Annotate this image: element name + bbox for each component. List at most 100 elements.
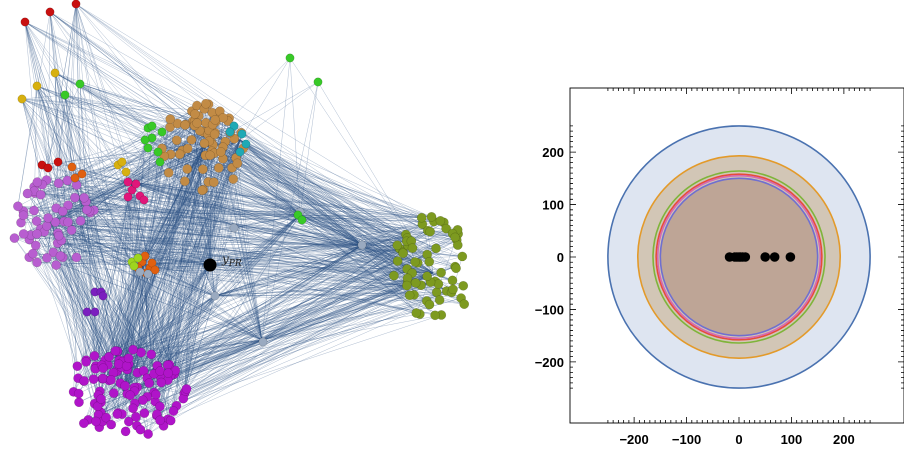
- network-node-magenta: [101, 412, 112, 423]
- network-node-ypr: [203, 258, 217, 272]
- network-node-olive: [450, 232, 460, 243]
- network-node-green: [155, 157, 165, 167]
- network-node-teal: [229, 121, 239, 131]
- network-node-green: [157, 127, 167, 137]
- node-label-ypr: yPR: [221, 252, 242, 269]
- network-node-magenta: [89, 350, 100, 361]
- network-node-brown: [201, 98, 211, 109]
- radius-circle-4: [656, 174, 822, 340]
- network-node-red: [43, 163, 53, 173]
- network-node-brown: [186, 134, 197, 145]
- network-node-olive: [448, 284, 458, 295]
- network-node-purple: [29, 205, 39, 216]
- data-point: [785, 252, 796, 262]
- network-node-olive: [451, 263, 461, 274]
- network-node-olive: [416, 212, 427, 223]
- network-node-gold: [50, 68, 60, 78]
- x-tick-label: −200: [619, 432, 648, 447]
- network-node-purple: [63, 200, 73, 211]
- network-node-magenta: [144, 378, 154, 388]
- network-node-magenta: [78, 418, 89, 429]
- network-node-olive: [431, 243, 441, 254]
- network-node-orange: [67, 162, 77, 172]
- network-node-purple: [55, 250, 66, 261]
- network-node-grey: [210, 291, 220, 301]
- network-node-pink: [139, 195, 149, 205]
- network-node-purple: [53, 230, 64, 241]
- network-node-brown: [192, 118, 202, 128]
- network-node-magenta: [91, 416, 101, 427]
- network-node-purple: [9, 233, 20, 243]
- network-node-brown: [216, 147, 226, 157]
- network-node-green: [285, 53, 295, 63]
- network-node-gold: [17, 94, 27, 104]
- network-node-purple: [31, 216, 42, 226]
- network-node-olive: [457, 251, 468, 262]
- network-node-magenta: [96, 394, 106, 404]
- network-node-olive: [433, 279, 444, 289]
- network-node-purple: [18, 210, 29, 221]
- network-node-magenta: [108, 388, 119, 398]
- network-node-magenta: [73, 388, 84, 399]
- network-node-brown: [174, 149, 185, 160]
- x-tick-label: 0: [735, 432, 742, 447]
- network-node-magenta: [146, 349, 157, 360]
- network-node-red: [71, 0, 81, 9]
- network-nodes: [9, 0, 470, 439]
- network-node-magenta: [165, 415, 176, 426]
- network-node-gold: [121, 167, 131, 177]
- tick-marks: [570, 88, 904, 423]
- network-node-magenta: [112, 409, 123, 419]
- network-node-magenta: [131, 411, 141, 422]
- network-node-olive: [458, 280, 469, 291]
- network-node-magenta: [128, 403, 138, 414]
- x-tick-label: 100: [781, 432, 803, 447]
- network-node-magenta: [120, 380, 130, 391]
- network-node-brown: [199, 138, 210, 149]
- network-node-purple: [51, 260, 62, 270]
- network-node-brown: [209, 129, 220, 140]
- network-node-purple: [32, 177, 43, 187]
- network-node-magenta: [113, 359, 124, 369]
- network-node-pink: [127, 185, 137, 195]
- network-node-magenta: [143, 429, 153, 439]
- network-node-magenta: [106, 419, 117, 430]
- network-node-olive: [410, 257, 420, 267]
- network-node-purple: [81, 204, 92, 215]
- radius-circle-2: [652, 170, 826, 344]
- network-node-magenta: [120, 426, 131, 437]
- network-node-purple: [30, 240, 41, 251]
- x-tick-label: −100: [672, 432, 701, 447]
- network-node-purple: [43, 213, 53, 223]
- network-node-olive: [410, 278, 421, 288]
- network-node-red: [45, 7, 55, 17]
- network-node-magenta: [123, 353, 134, 364]
- network-node-brown: [179, 176, 190, 187]
- network-node-olive: [407, 243, 418, 253]
- network-node-purple: [32, 229, 42, 239]
- network-node-violet: [90, 307, 100, 317]
- network-node-purple: [62, 175, 73, 186]
- network-node-purple: [18, 229, 29, 239]
- network-node-teal: [241, 139, 251, 149]
- network-node-violet: [98, 291, 108, 301]
- network-node-olive: [435, 215, 446, 226]
- network-node-orange: [70, 173, 80, 183]
- network-node-brown: [213, 163, 224, 173]
- network-node-olive: [426, 212, 437, 222]
- network-node-brown: [165, 114, 176, 124]
- y-tick-label: −100: [535, 302, 564, 317]
- x-tick-label: 200: [833, 432, 855, 447]
- network-node-magenta: [181, 384, 192, 394]
- y-tick-labels: 200 100 0 −100 −200: [535, 145, 564, 370]
- network-node-teal: [235, 147, 245, 157]
- network-node-magenta: [79, 376, 89, 386]
- network-node-purple: [71, 252, 82, 263]
- network-node-gold: [32, 81, 42, 91]
- network-node-grey: [229, 223, 239, 233]
- data-point: [740, 252, 751, 262]
- network-node-olive: [434, 295, 445, 305]
- network-node-magenta: [168, 406, 179, 416]
- network-node-red: [20, 17, 30, 27]
- network-node-olive: [424, 256, 435, 267]
